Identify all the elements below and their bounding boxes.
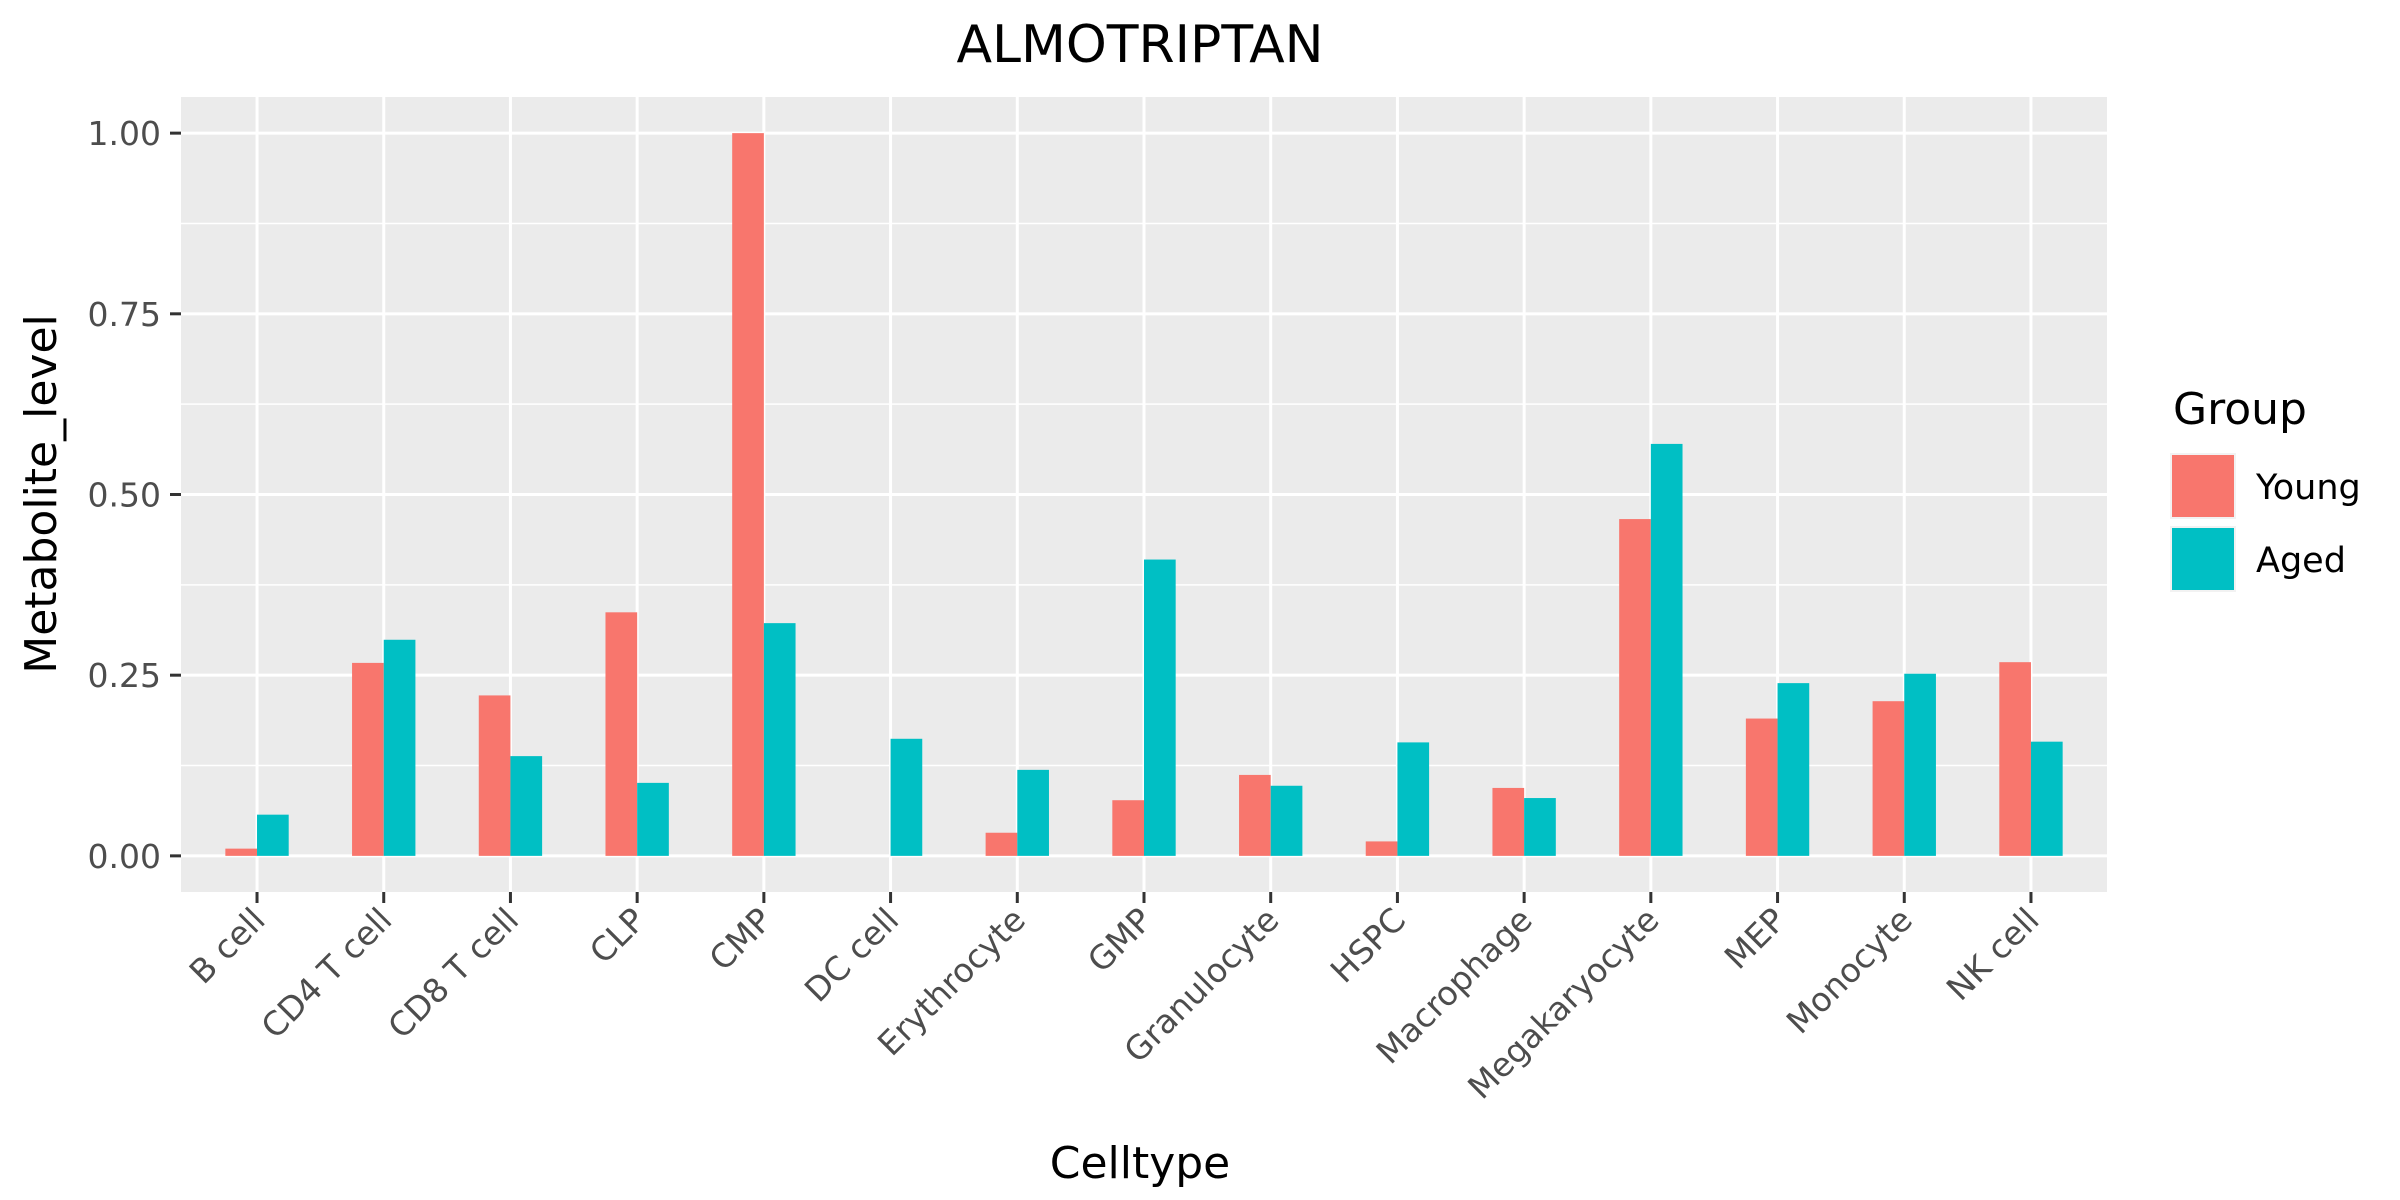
bar-young-erythrocyte [985, 832, 1018, 856]
legend-label-aged: Aged [2256, 541, 2346, 581]
x-tick-label: GMP [1080, 900, 1160, 980]
bar-young-hspc [1365, 841, 1398, 856]
x-axis-title: Celltype [1050, 1138, 1231, 1189]
x-tick-label: CLP [582, 900, 653, 971]
y-tick-label: 0.75 [88, 295, 161, 334]
x-tick-label: B cell [182, 900, 273, 991]
legend-swatch-young [2172, 455, 2234, 517]
bar-aged-gmp [1144, 559, 1176, 856]
bar-young-monocyte [1872, 701, 1905, 856]
bar-young-mep [1745, 718, 1778, 856]
bar-young-cd4-t-cell [352, 662, 384, 856]
y-tick-label: 0.50 [88, 476, 161, 515]
bar-aged-b-cell [257, 814, 289, 856]
y-tick-label: 0.00 [88, 837, 161, 876]
bar-aged-dc-cell [890, 738, 923, 856]
bar-aged-hspc [1397, 742, 1430, 856]
legend-label-young: Young [2255, 468, 2361, 508]
legend: Group Young Aged [2170, 384, 2361, 592]
bar-aged-clp [637, 782, 669, 856]
bar-young-cd8-t-cell [478, 695, 511, 856]
y-tick-label: 1.00 [88, 114, 161, 153]
bar-young-cmp [732, 133, 764, 856]
bar-young-b-cell [225, 848, 258, 856]
bar-young-megakaryocyte [1619, 519, 1651, 856]
bar-aged-nk-cell [2030, 741, 2063, 856]
bar-young-nk-cell [1999, 662, 2031, 856]
bar-aged-macrophage [1524, 798, 1556, 856]
bar-young-clp [605, 612, 638, 856]
legend-title: Group [2173, 384, 2307, 435]
x-tick-label: DC cell [797, 900, 906, 1009]
bar-aged-cd8-t-cell [510, 756, 543, 856]
chart-title: ALMOTRIPTAN [956, 15, 1323, 75]
bar-aged-cd4-t-cell [383, 639, 416, 856]
x-tick-label: NK cell [1939, 900, 2047, 1008]
bar-aged-megakaryocyte [1650, 443, 1683, 856]
y-axis-title: Metabolite_level [16, 314, 67, 674]
legend-swatch-aged [2172, 528, 2234, 590]
x-tick-label: MEP [1717, 900, 1794, 977]
y-axis: 0.00 0.25 0.50 0.75 1.00 [88, 114, 181, 876]
bar-aged-monocyte [1904, 673, 1936, 856]
bar-young-macrophage [1492, 787, 1525, 856]
x-tick-label: CD8 T cell [380, 900, 526, 1046]
bar-young-gmp [1112, 800, 1144, 856]
bar-young-granulocyte [1239, 774, 1271, 856]
bars [225, 133, 2063, 856]
x-tick-label: HSPC [1323, 900, 1413, 990]
x-tick-label: Monocyte [1779, 900, 1920, 1041]
bar-aged-erythrocyte [1017, 769, 1049, 856]
bar-aged-granulocyte [1270, 785, 1303, 856]
bar-aged-mep [1777, 683, 1810, 856]
y-tick-label: 0.25 [88, 656, 161, 695]
x-tick-label: CD4 T cell [253, 900, 399, 1046]
x-tick-label: CMP [701, 900, 779, 978]
bar-aged-cmp [763, 623, 796, 856]
